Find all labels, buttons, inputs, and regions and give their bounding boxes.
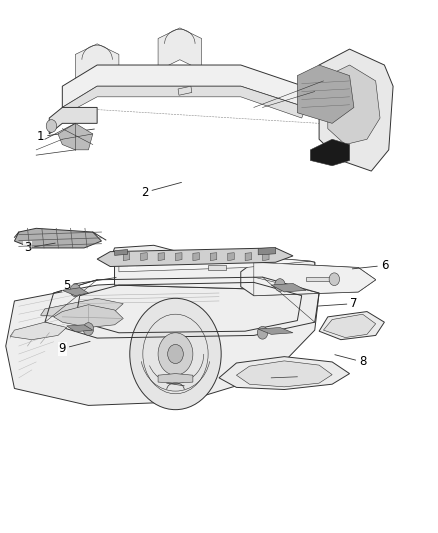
Text: 4: 4 bbox=[128, 255, 155, 268]
Polygon shape bbox=[62, 288, 88, 296]
Polygon shape bbox=[14, 228, 102, 248]
Polygon shape bbox=[319, 49, 393, 171]
Polygon shape bbox=[115, 249, 127, 255]
Polygon shape bbox=[158, 374, 193, 383]
Bar bbox=[208, 265, 226, 270]
Polygon shape bbox=[158, 253, 165, 261]
Bar bbox=[306, 277, 332, 281]
Text: 8: 8 bbox=[335, 354, 366, 368]
Polygon shape bbox=[123, 253, 130, 261]
Polygon shape bbox=[158, 28, 201, 70]
Polygon shape bbox=[311, 139, 350, 166]
Polygon shape bbox=[53, 305, 123, 327]
Text: 5: 5 bbox=[63, 278, 116, 292]
Text: 7: 7 bbox=[318, 297, 358, 310]
Polygon shape bbox=[254, 262, 376, 296]
Circle shape bbox=[257, 326, 268, 339]
Circle shape bbox=[70, 284, 81, 297]
Polygon shape bbox=[241, 262, 376, 296]
Text: 9: 9 bbox=[59, 342, 90, 355]
Polygon shape bbox=[41, 298, 123, 317]
Polygon shape bbox=[245, 253, 252, 261]
Polygon shape bbox=[228, 253, 234, 261]
Circle shape bbox=[329, 273, 339, 286]
Polygon shape bbox=[115, 257, 315, 289]
Circle shape bbox=[275, 279, 285, 292]
Polygon shape bbox=[110, 260, 180, 270]
Polygon shape bbox=[6, 277, 319, 406]
Polygon shape bbox=[115, 256, 315, 289]
Bar bbox=[178, 86, 192, 95]
Text: 3: 3 bbox=[24, 241, 55, 254]
Polygon shape bbox=[67, 325, 93, 332]
Polygon shape bbox=[193, 253, 199, 261]
Polygon shape bbox=[49, 108, 97, 134]
Circle shape bbox=[168, 344, 184, 364]
Polygon shape bbox=[10, 322, 67, 340]
Polygon shape bbox=[258, 247, 276, 255]
Polygon shape bbox=[110, 245, 184, 268]
Polygon shape bbox=[210, 253, 217, 261]
Text: 1: 1 bbox=[37, 129, 94, 143]
Circle shape bbox=[46, 119, 57, 132]
Polygon shape bbox=[75, 44, 119, 86]
Text: 2: 2 bbox=[141, 182, 181, 199]
Polygon shape bbox=[328, 65, 380, 144]
Circle shape bbox=[83, 322, 94, 335]
Polygon shape bbox=[319, 312, 385, 340]
Polygon shape bbox=[58, 123, 93, 150]
Circle shape bbox=[130, 298, 221, 410]
Polygon shape bbox=[62, 65, 319, 108]
Polygon shape bbox=[258, 327, 293, 334]
Polygon shape bbox=[219, 357, 350, 390]
Polygon shape bbox=[323, 314, 376, 337]
Text: 6: 6 bbox=[352, 259, 388, 272]
Polygon shape bbox=[97, 248, 293, 266]
Polygon shape bbox=[58, 86, 306, 118]
Polygon shape bbox=[271, 284, 306, 292]
Polygon shape bbox=[237, 361, 332, 387]
Polygon shape bbox=[176, 253, 182, 261]
Polygon shape bbox=[297, 65, 354, 123]
Polygon shape bbox=[262, 253, 269, 261]
Polygon shape bbox=[119, 256, 311, 272]
Polygon shape bbox=[141, 253, 147, 261]
Circle shape bbox=[158, 333, 193, 375]
